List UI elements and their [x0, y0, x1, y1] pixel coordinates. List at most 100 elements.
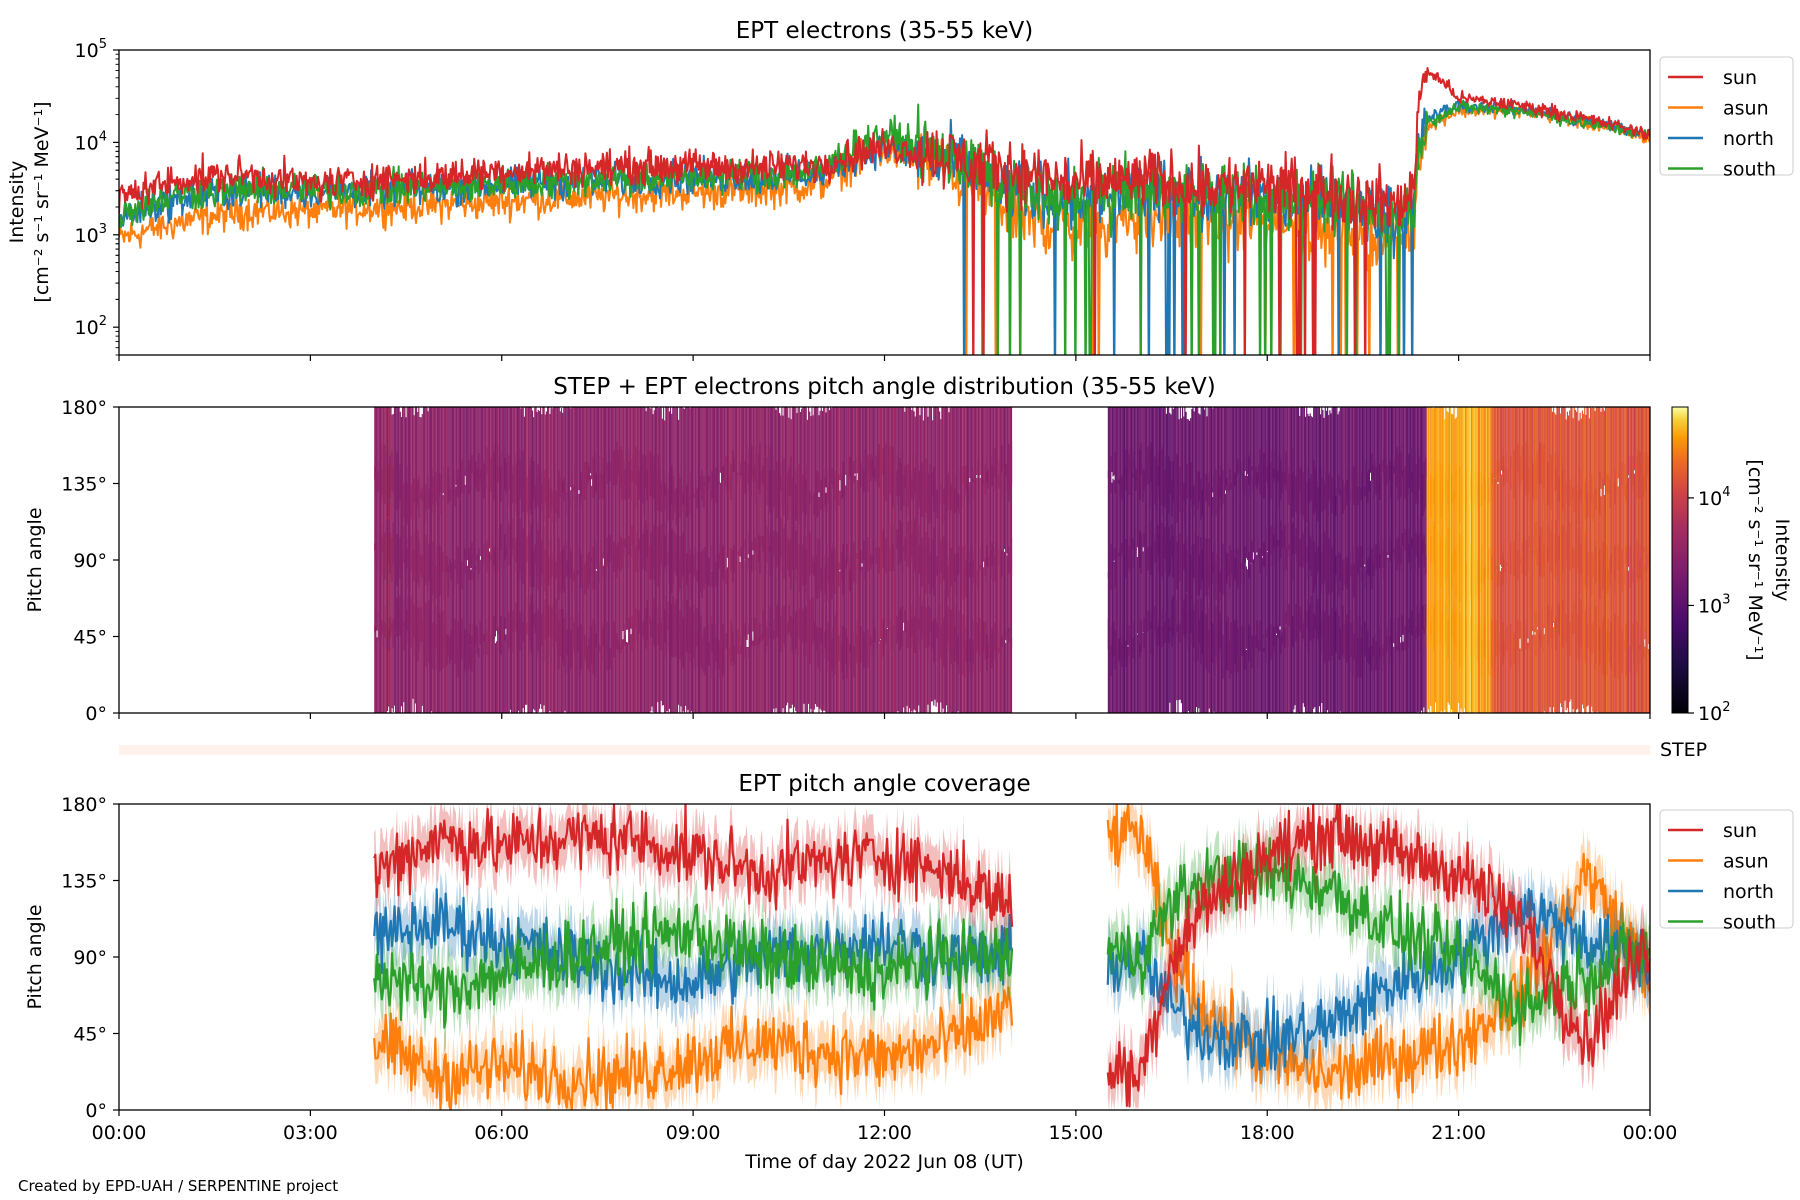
pad-cell [730, 620, 732, 713]
pad-cell [1212, 408, 1214, 493]
pad-cell [616, 633, 618, 713]
pad-cell [566, 560, 568, 656]
pad-cell [623, 541, 625, 644]
pad-cell [1433, 408, 1435, 505]
pad-cell [1539, 634, 1541, 713]
pad-cell [615, 641, 617, 713]
pad-cell [763, 623, 766, 713]
pad-cell [660, 623, 662, 701]
pad-cell [1507, 550, 1510, 662]
pad-cell [1438, 475, 1440, 573]
pad-cell [1199, 480, 1201, 588]
pad-cell [1599, 628, 1601, 713]
pad-cell [1262, 634, 1264, 713]
pad-cell [472, 470, 474, 564]
pad-cell [1133, 407, 1135, 471]
pad-cell [877, 639, 879, 713]
pad-cell [959, 564, 962, 656]
pad-cell [716, 626, 718, 713]
pad-cell [852, 547, 854, 673]
pad-cell [595, 407, 597, 492]
pad-cell [1632, 569, 1634, 647]
pad-cell [1595, 407, 1597, 510]
pad-cell [527, 538, 529, 634]
pad-cell [894, 407, 897, 498]
pad-cell [730, 547, 732, 666]
pad-cell [985, 456, 987, 583]
pad-cell [942, 407, 944, 524]
pad-cell [625, 552, 628, 630]
pad-cell [1570, 485, 1572, 567]
pad-cell [377, 547, 379, 626]
pad-cell [783, 605, 785, 713]
pad-cell [1136, 407, 1138, 480]
pad-cell [995, 462, 997, 565]
pad-cell [1408, 453, 1410, 564]
pad-cell [790, 419, 792, 496]
pad-cell [479, 469, 481, 557]
pad-cell [840, 623, 842, 713]
pad-cell [1609, 631, 1611, 713]
pad-cell [1120, 407, 1122, 494]
pad-cell [1353, 563, 1355, 660]
pad-cell [1395, 407, 1397, 480]
pad-cell [798, 407, 800, 525]
pad-cell [712, 480, 714, 578]
pad-cell [823, 467, 825, 603]
pad-cell [500, 407, 502, 502]
pad-cell [1193, 610, 1195, 713]
pad-cell [1565, 532, 1567, 643]
pad-cell [473, 626, 476, 713]
pad-cell [983, 621, 985, 713]
pad-cell [1599, 471, 1601, 599]
pad-cell [398, 407, 400, 509]
pad-cell [486, 540, 488, 656]
pad-cell [1339, 628, 1341, 712]
pad-cell [1507, 407, 1510, 473]
pad-cell [498, 445, 500, 571]
pad-cell [1628, 407, 1630, 476]
pad-cell [1507, 472, 1510, 561]
pad-cell [1380, 548, 1382, 662]
pad-cell [377, 471, 379, 548]
pad-cell [1275, 635, 1278, 713]
pad-cell [891, 529, 893, 647]
pad-cell [1368, 469, 1370, 577]
pad-cell [1162, 606, 1164, 713]
pad-cell [1296, 528, 1298, 642]
pad-cell [907, 464, 909, 567]
pad-cell [404, 550, 406, 627]
pad-cell [1391, 462, 1394, 558]
pad-cell [1598, 562, 1600, 651]
pad-cell [743, 629, 745, 713]
pad-cell [615, 552, 617, 644]
pad-cell [1256, 407, 1258, 489]
pad-cell [524, 407, 527, 507]
pad-cell [1292, 521, 1294, 648]
pad-cell [678, 620, 680, 705]
pad-cell [1465, 618, 1467, 713]
pad-cell [547, 407, 549, 511]
pad-cell [685, 489, 687, 581]
pad-cell [1228, 462, 1230, 597]
pad-cell [1252, 559, 1254, 649]
pad-cell [453, 469, 455, 589]
pad-cell [1554, 452, 1556, 578]
pad-cell [1342, 560, 1344, 656]
pad-cell [476, 467, 478, 563]
pad-cell [696, 608, 698, 713]
pad-cell [1131, 458, 1133, 564]
pad-cell [743, 539, 745, 659]
pad-cell [1381, 537, 1383, 672]
pad-cell [1422, 605, 1424, 713]
pad-cell [857, 466, 859, 572]
pad-cell [1361, 407, 1363, 501]
pad-cell [934, 624, 936, 700]
pad-cell [577, 488, 579, 575]
pad-cell [1565, 419, 1567, 495]
pad-cell [715, 637, 717, 713]
pad-cell [424, 407, 426, 525]
pad-cell [1555, 615, 1557, 713]
pad-cell [1277, 626, 1279, 713]
pad-cell [1456, 597, 1459, 713]
